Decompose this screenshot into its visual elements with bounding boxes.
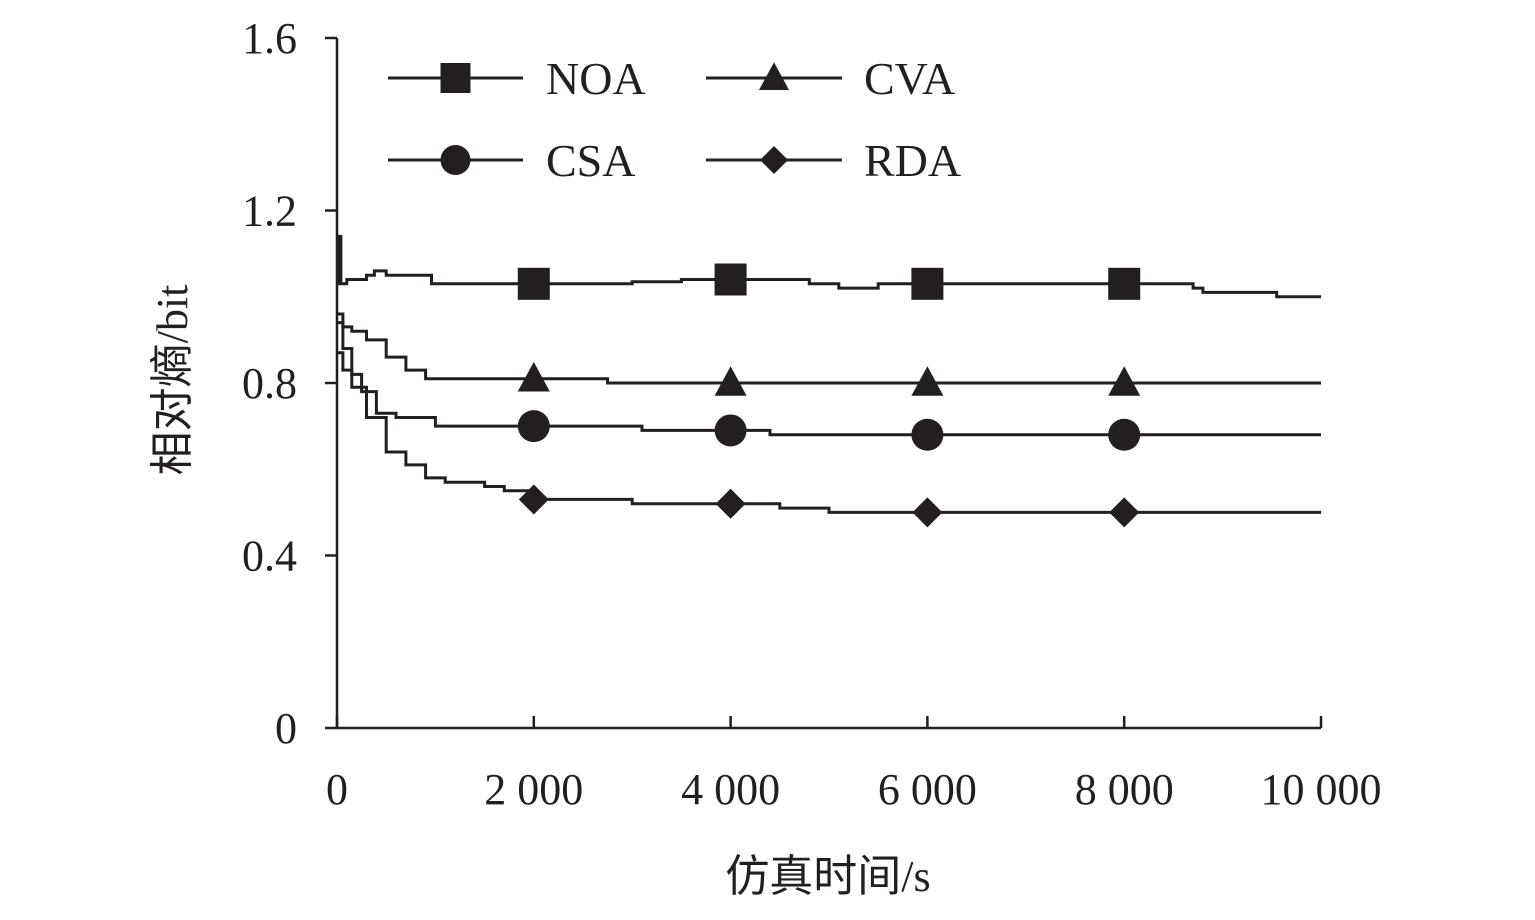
legend-item-csa: CSA (388, 135, 635, 186)
series-marker-cva (517, 361, 550, 392)
series-cva (337, 312, 1321, 396)
x-tick-label: 0 (326, 765, 348, 814)
y-tick-label: 0.4 (242, 532, 297, 581)
legend-marker-rda (760, 146, 788, 174)
legend-label-cva: CVA (864, 53, 955, 104)
series-marker-csa (517, 410, 550, 443)
series-marker-cva (1108, 366, 1141, 396)
x-axis-title: 仿真时间/s (725, 852, 930, 901)
series-line-cva (337, 312, 1321, 385)
series-marker-rda (1109, 497, 1140, 528)
x-tick-label: 4 000 (681, 765, 780, 814)
legend-label-rda: RDA (864, 135, 961, 186)
series-line-rda (337, 351, 1321, 514)
x-tick-label: 2 000 (484, 765, 583, 814)
series-marker-cva (714, 366, 747, 396)
legend-marker-noa (440, 63, 471, 93)
series-rda (337, 351, 1321, 528)
legend-label-csa: CSA (546, 135, 635, 186)
series-marker-csa (1108, 418, 1141, 451)
x-tick-label: 8 000 (1075, 765, 1174, 814)
y-tick-label: 1.6 (242, 14, 297, 63)
y-axis-title: 相对熵/bit (148, 285, 197, 476)
series-line-noa (337, 234, 1321, 299)
y-tick-label: 0.8 (242, 359, 297, 408)
series-marker-csa (714, 414, 747, 447)
series-csa (337, 321, 1321, 451)
axes: 0 0.4 0.8 1.2 1.6 0 2 000 4 000 6 000 8 000 10 000 (242, 14, 1382, 814)
legend-marker-csa (440, 145, 471, 175)
series-marker-noa (714, 263, 747, 296)
legend: NOA CVA CSA RDA (388, 53, 961, 186)
legend-item-cva: CVA (706, 53, 955, 104)
series-marker-noa (911, 267, 944, 300)
series-marker-csa (911, 418, 944, 451)
series-marker-noa (1108, 267, 1141, 300)
series-group (337, 234, 1321, 528)
series-marker-rda (912, 497, 943, 528)
series-marker-rda (518, 484, 549, 515)
x-tick-label: 6 000 (878, 765, 977, 814)
legend-marker-cva (759, 62, 789, 90)
series-marker-noa (517, 267, 550, 300)
x-tick-label: 10 000 (1261, 765, 1382, 814)
legend-label-noa: NOA (546, 53, 646, 104)
legend-item-rda: RDA (706, 135, 961, 186)
series-noa (337, 234, 1321, 300)
series-marker-rda (715, 488, 746, 519)
legend-item-noa: NOA (388, 53, 646, 104)
y-tick-label: 1.2 (242, 187, 297, 236)
y-tick-label: 0 (275, 704, 297, 753)
series-marker-cva (911, 366, 944, 396)
